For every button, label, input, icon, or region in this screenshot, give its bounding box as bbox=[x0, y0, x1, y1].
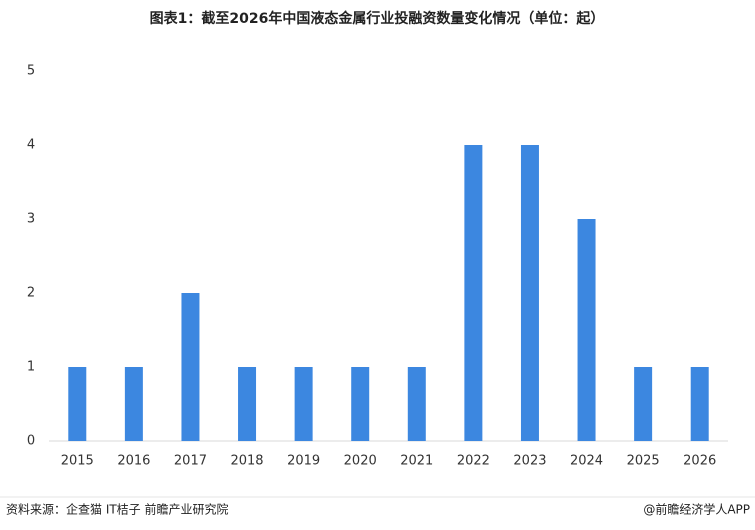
x-tick-label: 2015 bbox=[61, 454, 94, 469]
x-tick-label: 2022 bbox=[457, 454, 490, 469]
x-tick-label: 2018 bbox=[230, 454, 263, 469]
x-tick-label: 2016 bbox=[117, 454, 150, 469]
bar bbox=[238, 367, 257, 441]
bar bbox=[634, 367, 653, 441]
chart-title: 图表1：截至2026年中国液态金属行业投融资数量变化情况（单位：起） bbox=[150, 10, 605, 27]
bar bbox=[351, 367, 370, 441]
bar bbox=[577, 219, 596, 441]
y-tick-label: 5 bbox=[27, 64, 35, 79]
y-tick-label: 4 bbox=[27, 138, 35, 153]
bar bbox=[124, 367, 143, 441]
x-tick-label: 2021 bbox=[400, 454, 433, 469]
x-tick-label: 2023 bbox=[513, 454, 546, 469]
x-tick-label: 2017 bbox=[174, 454, 207, 469]
bar bbox=[294, 367, 313, 441]
credit: @前瞻经济学人APP bbox=[643, 502, 750, 517]
x-tick-label: 2026 bbox=[683, 454, 716, 469]
x-tick-label: 2025 bbox=[627, 454, 660, 469]
x-tick-label: 2020 bbox=[344, 454, 377, 469]
y-tick-label: 2 bbox=[27, 286, 35, 301]
bar bbox=[690, 367, 709, 441]
bar bbox=[464, 145, 483, 441]
x-tick-label: 2024 bbox=[570, 454, 603, 469]
y-tick-label: 1 bbox=[27, 360, 35, 375]
bar bbox=[68, 367, 87, 441]
bar bbox=[407, 367, 426, 441]
bar bbox=[181, 293, 200, 441]
bar bbox=[520, 145, 539, 441]
y-tick-label: 3 bbox=[27, 212, 35, 227]
y-tick-label: 0 bbox=[27, 434, 35, 449]
x-tick-label: 2019 bbox=[287, 454, 320, 469]
source-note: 资料来源：企查猫 IT桔子 前瞻产业研究院 bbox=[6, 502, 229, 517]
